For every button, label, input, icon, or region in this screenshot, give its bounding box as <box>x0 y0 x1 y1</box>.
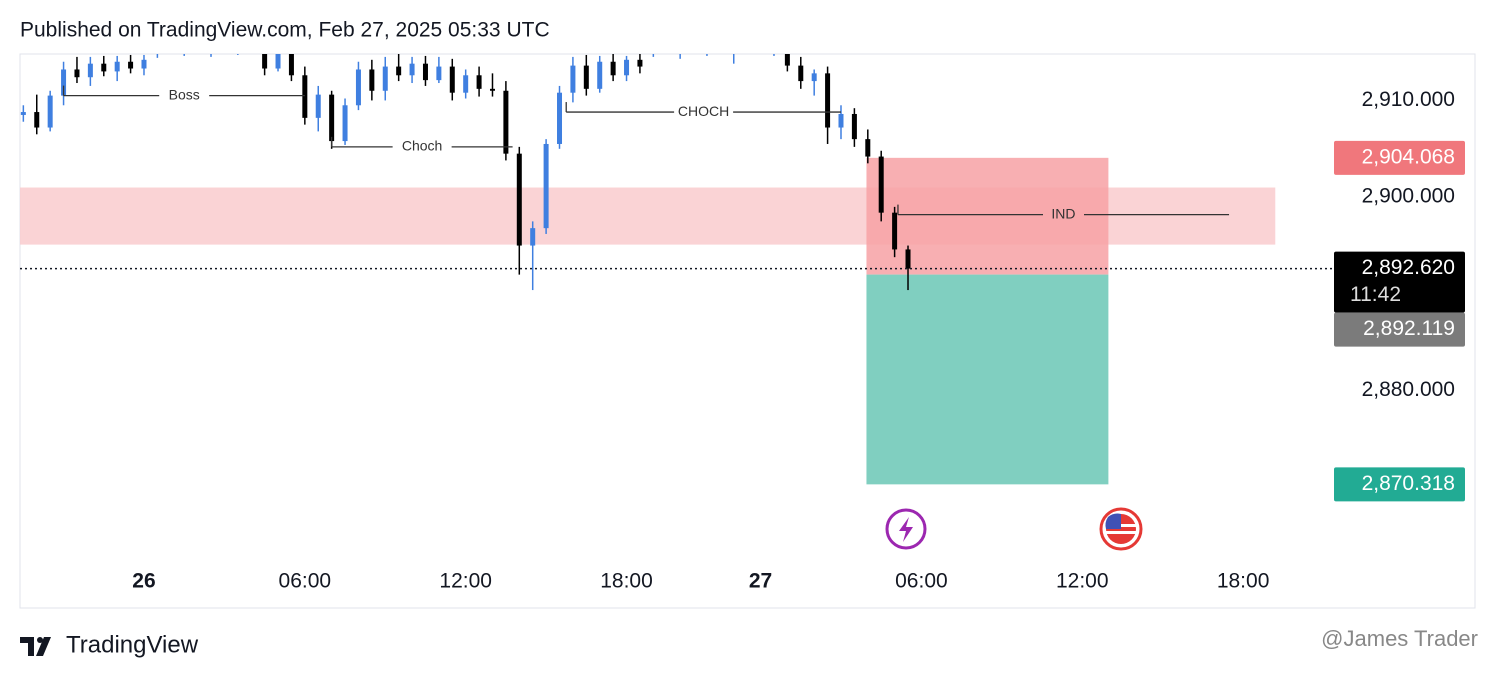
candle-body <box>570 65 576 93</box>
candle-body <box>543 143 549 229</box>
candle-body <box>34 112 40 128</box>
candle-body <box>396 66 402 76</box>
candle-body <box>342 105 348 142</box>
candle-body <box>811 73 817 82</box>
candle-body <box>704 40 709 45</box>
x-tick-label: 12:00 <box>1056 570 1109 593</box>
flag-icon <box>1099 507 1143 551</box>
candle-body <box>865 139 871 157</box>
candle-body <box>449 66 455 93</box>
x-tick-label: 12:00 <box>439 570 492 593</box>
candle-body <box>489 88 495 91</box>
price-label-box <box>1334 467 1465 502</box>
level-label: IND <box>1051 205 1075 221</box>
candle-body <box>315 94 321 118</box>
candle-body <box>87 63 93 78</box>
brand: TradingView <box>66 631 199 658</box>
x-tick-label: 06:00 <box>895 570 948 593</box>
candle-body <box>74 69 80 78</box>
candle-body <box>516 153 522 246</box>
candle-body <box>664 42 669 46</box>
level-label: Boss <box>169 86 200 102</box>
event-icon <box>885 508 927 550</box>
candle-body <box>101 63 107 72</box>
candle-body <box>530 228 536 246</box>
candle-body <box>651 42 656 47</box>
candle-body <box>878 156 884 213</box>
candle-body <box>825 73 831 128</box>
candle-body <box>583 65 589 89</box>
countdown: 11:42 <box>1350 283 1401 306</box>
candle-body <box>329 94 335 142</box>
candle-body <box>262 54 268 69</box>
candle-body <box>597 61 603 89</box>
candle-body <box>758 42 763 45</box>
candle-body <box>302 75 308 118</box>
level-label: Choch <box>402 138 442 154</box>
candle-body <box>409 63 415 76</box>
candle-body <box>275 54 281 69</box>
candle-body <box>155 42 160 47</box>
x-tick-label: 26 <box>132 570 155 593</box>
candle-body <box>61 69 67 96</box>
price-label-box <box>1334 251 1465 313</box>
candle-body <box>771 43 776 45</box>
candle-body <box>784 54 790 66</box>
candle-body <box>128 61 134 69</box>
target-area <box>866 274 1109 485</box>
candle-body <box>168 42 173 46</box>
candle-body <box>382 66 388 91</box>
price-label: 2,904.068 <box>1362 145 1455 168</box>
x-tick-label: 18:00 <box>600 570 653 593</box>
candle-body <box>851 113 857 140</box>
candle-body <box>141 59 147 69</box>
candle-body <box>503 90 509 154</box>
candle-body <box>47 95 53 128</box>
y-tick-label: 2,900.000 <box>1362 185 1455 208</box>
level-label: CHOCH <box>678 103 729 119</box>
plot-area <box>20 39 1276 485</box>
price-label-box <box>1334 312 1465 347</box>
candle-body <box>624 59 630 76</box>
candle-body <box>436 66 442 81</box>
candle-body <box>731 39 736 44</box>
header: Published on TradingView.com, Feb 27, 20… <box>20 19 550 42</box>
candle-body <box>610 61 616 76</box>
candle-body <box>369 69 375 91</box>
candle-body <box>288 54 294 76</box>
candle-body <box>905 249 911 269</box>
candle-body <box>422 63 428 81</box>
x-tick-label: 27 <box>749 570 772 593</box>
candle-body <box>798 65 804 82</box>
price-label: 2,870.318 <box>1362 472 1455 495</box>
candle-body <box>691 41 696 45</box>
x-tick-label: 18:00 <box>1217 570 1270 593</box>
candle-body <box>892 212 898 250</box>
price-label: 2,892.119 <box>1363 317 1455 340</box>
x-tick-label: 06:00 <box>279 570 332 593</box>
candle-body <box>557 92 563 144</box>
candle-body <box>114 61 120 72</box>
candle-body <box>355 69 361 106</box>
candle-body <box>20 112 26 115</box>
price-label-box <box>1334 140 1465 175</box>
candle-body <box>745 39 750 42</box>
chart-frame <box>19 53 1476 609</box>
brand-logo <box>20 637 51 656</box>
watermark: @James Trader <box>1321 626 1478 651</box>
candle-body <box>718 40 723 44</box>
candle-body <box>838 113 844 128</box>
candle-body <box>463 75 469 93</box>
candle-body <box>637 59 643 67</box>
candle-body <box>476 75 482 89</box>
candle-body <box>678 41 683 46</box>
y-tick-label: 2,910.000 <box>1362 88 1455 111</box>
price-label: 2,892.620 <box>1362 256 1455 279</box>
y-tick-label: 2,880.000 <box>1362 378 1455 401</box>
